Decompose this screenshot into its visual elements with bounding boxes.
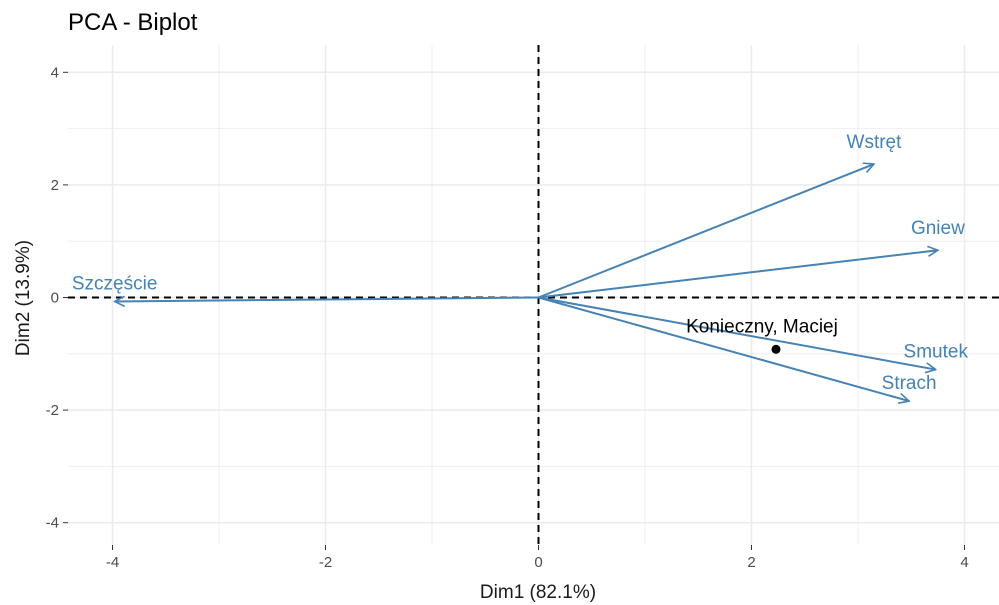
variable-arrow — [538, 296, 936, 370]
x-tick-label: 2 — [747, 554, 755, 571]
x-tick-label: -2 — [319, 554, 332, 571]
variable-label: Strach — [882, 373, 937, 394]
variable-arrow — [538, 164, 874, 299]
individual-label: Konieczny, Maciej — [686, 316, 838, 337]
labels: Wstręt Gniew Szczęście Smutek Strach Konieczn… — [72, 132, 969, 394]
y-tick-label: -4 — [46, 515, 59, 532]
individual-points — [771, 344, 781, 354]
zero-lines — [68, 45, 999, 545]
variable-arrows — [115, 164, 938, 401]
x-tick-label: -4 — [106, 554, 119, 571]
variable-arrow — [538, 296, 910, 402]
variable-label: Wstręt — [847, 132, 903, 153]
chart-title: PCA - Biplot — [68, 9, 198, 36]
variable-label: Smutek — [904, 342, 969, 363]
y-tick-label: 4 — [51, 64, 59, 81]
individual-point — [771, 344, 781, 354]
x-tick-label: 4 — [960, 554, 968, 571]
variable-label: Gniew — [911, 218, 965, 239]
y-tick-label: 2 — [51, 177, 59, 194]
x-axis-title: Dim1 (82.1%) — [480, 582, 596, 603]
x-tick-label: 0 — [534, 554, 542, 571]
grid — [68, 45, 999, 545]
y-tick-label: 0 — [51, 290, 59, 307]
variable-arrow — [115, 298, 539, 302]
axis-ticks: -4 -2 0 2 4 -4 -2 0 2 4 — [46, 64, 969, 571]
variable-label: Szczęście — [72, 273, 158, 294]
variable-arrow — [538, 250, 938, 299]
y-tick-label: -2 — [46, 402, 59, 419]
y-axis-title: Dim2 (13.9%) — [13, 240, 34, 356]
